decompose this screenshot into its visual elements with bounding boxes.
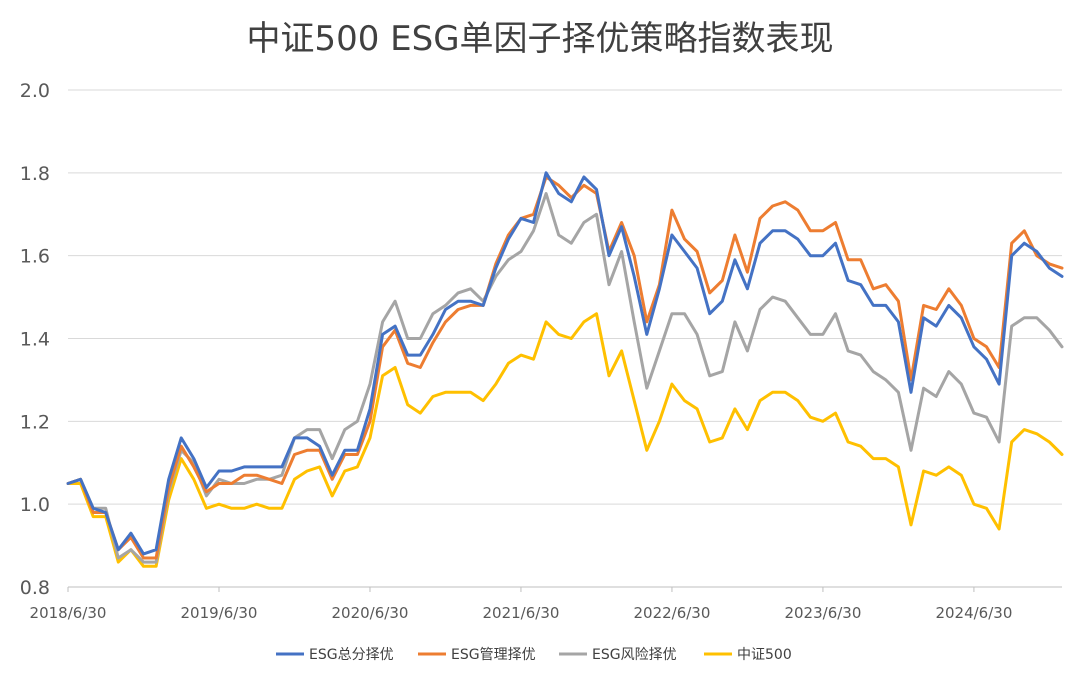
x-tick-label: 2018/6/30 bbox=[30, 604, 107, 622]
x-tick-label: 2022/6/30 bbox=[633, 604, 710, 622]
y-tick-label: 1.8 bbox=[20, 163, 50, 185]
x-axis bbox=[67, 586, 1062, 592]
gridlines bbox=[68, 89, 1062, 505]
legend-label: 中证500 bbox=[737, 647, 792, 663]
series-lines bbox=[66, 171, 1064, 568]
series-line-2 bbox=[66, 175, 1064, 560]
x-tick-label: 2024/6/30 bbox=[935, 604, 1012, 622]
legend-label: ESG总分择优 bbox=[309, 647, 394, 663]
y-tick-label: 1.0 bbox=[20, 494, 50, 516]
y-tick-label: 0.8 bbox=[20, 577, 50, 599]
chart-title: 中证500 ESG单因子择优策略指数表现 bbox=[246, 19, 833, 59]
y-tick-label: 2.0 bbox=[20, 80, 50, 102]
y-axis-tick-labels: 2.0 1.8 1.6 1.4 1.2 1.0 0.8 bbox=[20, 80, 50, 599]
legend: ESG总分择优 ESG管理择优 ESG风险择优 中证500 bbox=[276, 647, 792, 663]
series-line-1 bbox=[66, 171, 1064, 556]
x-axis-tick-labels: 2018/6/30 2019/6/30 2020/6/30 2021/6/30 2022… bbox=[30, 604, 1013, 622]
y-tick-label: 1.4 bbox=[20, 329, 50, 351]
x-tick-label: 2019/6/30 bbox=[181, 604, 258, 622]
legend-label: ESG管理择优 bbox=[451, 647, 536, 663]
series-line-4 bbox=[66, 312, 1064, 568]
x-tick-label: 2021/6/30 bbox=[483, 604, 560, 622]
x-tick-label: 2020/6/30 bbox=[332, 604, 409, 622]
x-tick-label: 2023/6/30 bbox=[784, 604, 861, 622]
y-tick-label: 1.6 bbox=[20, 246, 50, 268]
y-tick-label: 1.2 bbox=[20, 411, 50, 433]
legend-label: ESG风险择优 bbox=[592, 647, 677, 663]
